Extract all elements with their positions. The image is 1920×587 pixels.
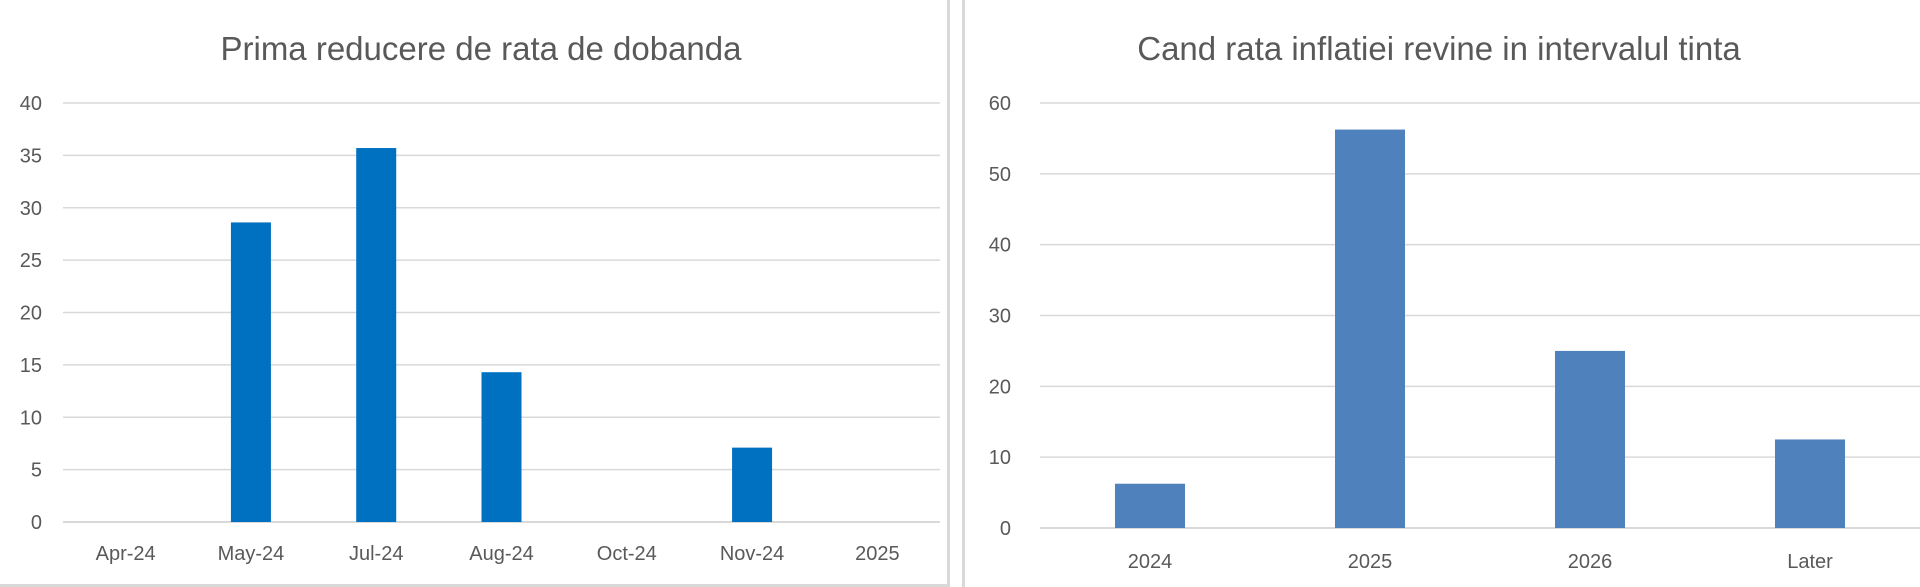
y-tick-label: 20 bbox=[989, 376, 1011, 398]
bars bbox=[1115, 129, 1845, 528]
chart-title: Cand rata inflatiei revine in intervalul… bbox=[1137, 30, 1741, 67]
x-tick-label: May-24 bbox=[218, 543, 285, 565]
chart-first-rate-cut: Prima reducere de rata de dobanda 0 5 10 15… bbox=[20, 30, 940, 565]
x-axis-ticks: Apr-24 May-24 Jul-24 Aug-24 Oct-24 Nov-24 2025 bbox=[96, 543, 900, 565]
y-tick-label: 5 bbox=[31, 460, 42, 482]
chart-title: Prima reducere de rata de dobanda bbox=[220, 30, 742, 67]
x-tick-label: Oct-24 bbox=[597, 543, 657, 565]
x-tick-label: Jul-24 bbox=[349, 543, 403, 565]
x-axis-ticks: 2024 2025 2026 Later bbox=[1128, 551, 1833, 573]
bar-jul-24 bbox=[356, 148, 397, 523]
x-tick-label: Apr-24 bbox=[96, 543, 156, 565]
chart-panel-inflation-target: Cand rata inflatiei revine in intervalul… bbox=[962, 0, 1920, 587]
y-tick-label: 35 bbox=[20, 145, 42, 167]
y-tick-label: 40 bbox=[20, 93, 42, 115]
bar-nov-24 bbox=[732, 447, 773, 522]
y-tick-label: 25 bbox=[20, 250, 42, 272]
chart-inflation-target: Cand rata inflatiei revine in intervalul… bbox=[989, 30, 1920, 573]
x-tick-label: Aug-24 bbox=[469, 543, 534, 565]
chart-panel-first-rate-cut: Prima reducere de rata de dobanda 0 5 10 15… bbox=[0, 0, 950, 587]
y-tick-label: 40 bbox=[989, 235, 1011, 257]
x-tick-label: 2024 bbox=[1128, 551, 1173, 573]
bar-2026 bbox=[1555, 350, 1625, 528]
x-tick-label: 2025 bbox=[855, 543, 900, 565]
y-tick-label: 30 bbox=[989, 306, 1011, 328]
bar-later bbox=[1775, 439, 1845, 528]
bar-may-24 bbox=[230, 222, 271, 523]
bar-2025 bbox=[1335, 129, 1405, 528]
y-tick-label: 0 bbox=[31, 512, 42, 534]
bars bbox=[230, 148, 773, 523]
bar-aug-24 bbox=[481, 372, 522, 522]
gridlines bbox=[1040, 102, 1920, 529]
y-tick-label: 10 bbox=[989, 447, 1011, 469]
x-tick-label: 2025 bbox=[1348, 551, 1393, 573]
y-tick-label: 0 bbox=[1000, 518, 1011, 540]
y-tick-label: 20 bbox=[20, 303, 42, 325]
gridlines bbox=[63, 102, 940, 523]
y-tick-label: 30 bbox=[20, 198, 42, 220]
bar-2024 bbox=[1115, 483, 1185, 528]
y-axis-ticks: 0 5 10 15 20 25 30 35 40 bbox=[20, 93, 42, 534]
y-axis-ticks: 0 10 20 30 40 50 60 bbox=[989, 93, 1011, 540]
x-tick-label: 2026 bbox=[1568, 551, 1613, 573]
y-tick-label: 60 bbox=[989, 93, 1011, 115]
y-tick-label: 10 bbox=[20, 407, 42, 429]
y-tick-label: 15 bbox=[20, 355, 42, 377]
x-tick-label: Nov-24 bbox=[720, 543, 784, 565]
y-tick-label: 50 bbox=[989, 164, 1011, 186]
x-tick-label: Later bbox=[1787, 551, 1833, 573]
